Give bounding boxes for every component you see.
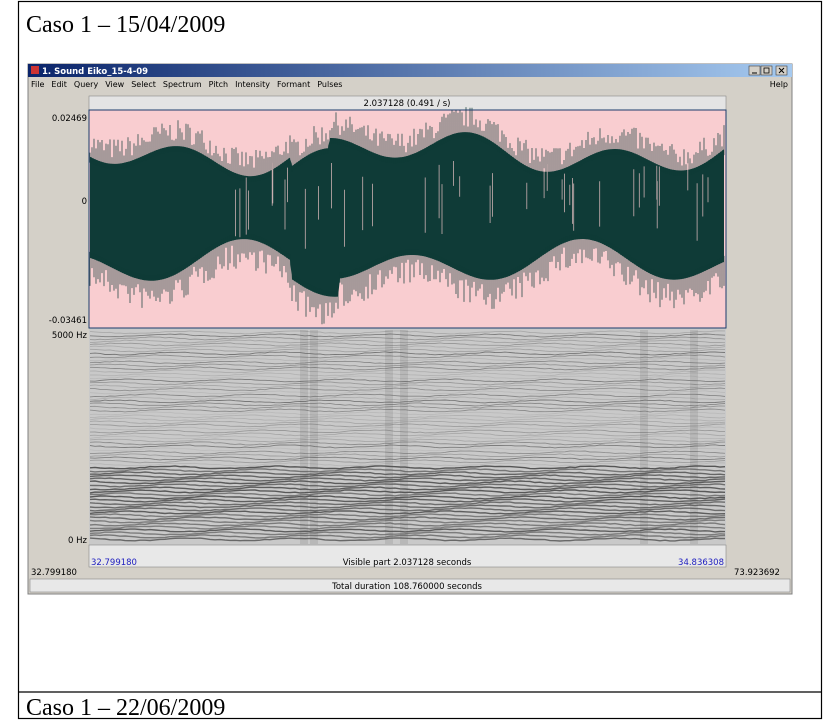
spectrogram-column — [400, 330, 408, 544]
spectrogram-column — [300, 330, 308, 544]
menu-item[interactable]: Edit — [51, 80, 67, 89]
menu-bar: File Edit Query View Select Spectrum Pitch Inte… — [31, 80, 342, 89]
spectrogram-column — [385, 330, 393, 544]
selection-label: 2.037128 (0.491 / s) — [364, 99, 451, 109]
frequency-label: 0 Hz — [68, 536, 88, 546]
amplitude-label: 0 — [82, 197, 87, 207]
spectrogram-column — [640, 330, 648, 544]
page: Caso 1 – 15/04/2009 Caso 1 – 22/06/2009 … — [0, 0, 825, 720]
menu-item[interactable]: View — [105, 80, 124, 89]
menu-item[interactable]: Pulses — [317, 80, 342, 89]
menu-item[interactable]: Select — [131, 80, 156, 89]
minimize-button[interactable] — [749, 66, 760, 75]
menu-item[interactable]: Help — [770, 80, 788, 89]
total-duration: Total duration 108.760000 seconds — [331, 582, 482, 592]
frequency-label: 5000 Hz — [52, 331, 88, 341]
praat-window: 1. Sound Eiko_15-4-09 File Edit Query View S… — [28, 64, 792, 594]
window-start: 32.799180 — [31, 568, 77, 578]
menu-item[interactable]: Formant — [277, 80, 310, 89]
visible-start: 32.799180 — [91, 558, 137, 568]
maximize-button[interactable] — [761, 66, 772, 75]
window-icon — [31, 66, 39, 74]
window-controls[interactable] — [749, 66, 787, 75]
window-end: 73.923692 — [734, 568, 780, 578]
window-title: 1. Sound Eiko_15-4-09 — [42, 67, 148, 77]
case-title: Caso 1 – 22/06/2009 — [26, 695, 225, 720]
menu-item[interactable]: Spectrum — [163, 80, 202, 89]
spectrogram-column — [310, 330, 318, 544]
menu-item[interactable]: Pitch — [209, 80, 228, 89]
case-title: Caso 1 – 15/04/2009 — [26, 12, 225, 38]
visible-end: 34.836308 — [678, 558, 724, 568]
menu-item[interactable]: Intensity — [235, 80, 270, 89]
menu-item[interactable]: Query — [74, 80, 99, 89]
visible-part: Visible part 2.037128 seconds — [343, 558, 472, 568]
menu-item[interactable]: File — [31, 80, 44, 89]
amplitude-label: -0.03461 — [49, 316, 87, 326]
spectrogram-column — [690, 330, 698, 544]
amplitude-label: 0.02469 — [52, 114, 87, 124]
